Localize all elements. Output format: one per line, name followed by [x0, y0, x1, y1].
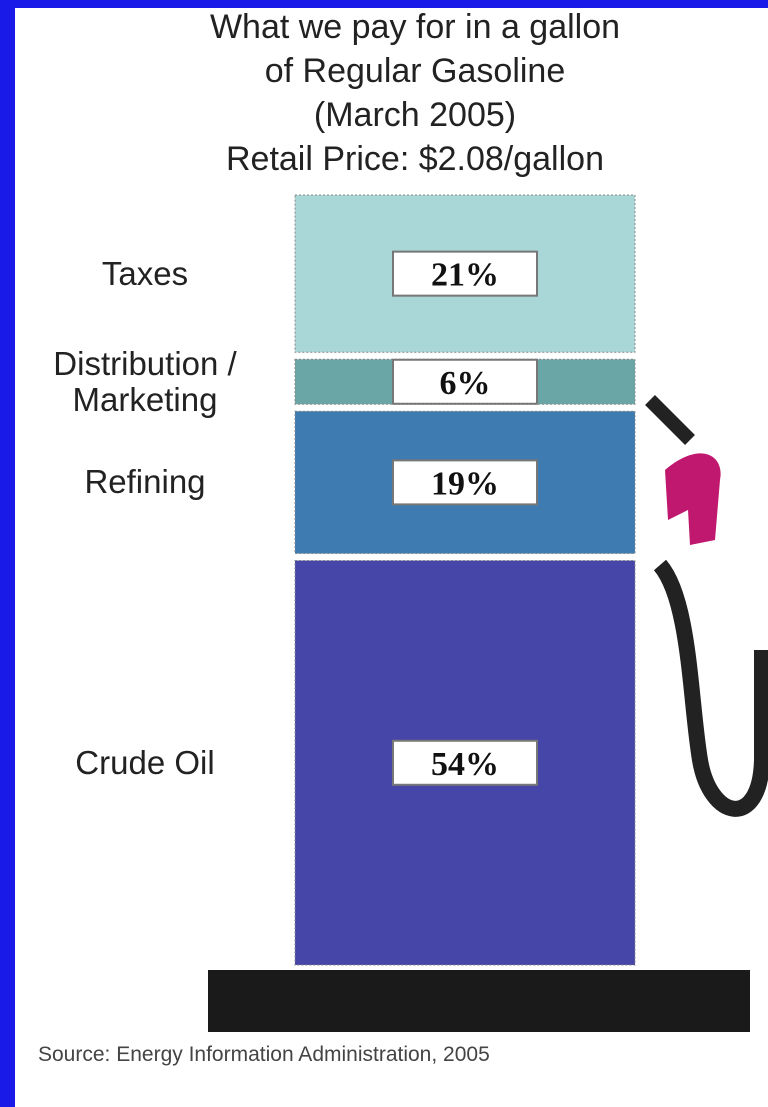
category-label: Refining [10, 464, 280, 500]
chart-title: What we pay for in a gallon [15, 8, 768, 47]
nozzle [650, 400, 690, 440]
category-label: Distribution / Marketing [10, 346, 280, 418]
category-label: Taxes [10, 256, 280, 292]
source-note: Source: Energy Information Administratio… [38, 1043, 490, 1067]
hose [660, 565, 762, 809]
category-label: Crude Oil [10, 745, 280, 781]
chart-title: of Regular Gasoline [15, 52, 768, 91]
chart-title: Retail Price: $2.08/gallon [15, 140, 768, 179]
value-label: 54% [431, 746, 499, 783]
pump-handle [665, 453, 721, 545]
value-label: 19% [431, 465, 499, 502]
value-label: 21% [431, 257, 499, 294]
chart-title: (March 2005) [15, 96, 768, 135]
value-label: 6% [440, 365, 491, 402]
pump-base [208, 970, 750, 1032]
